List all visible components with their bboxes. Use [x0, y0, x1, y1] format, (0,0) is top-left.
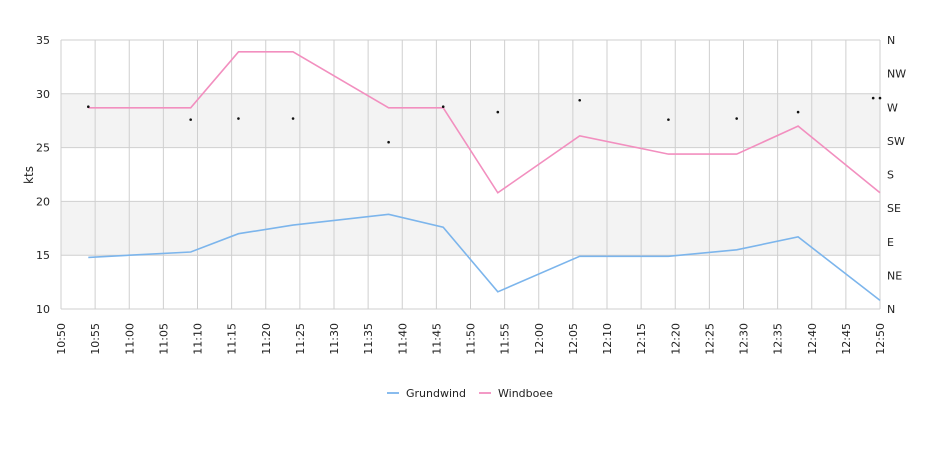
direction-marker: [441, 105, 445, 109]
right-axis-label: SE: [887, 202, 901, 215]
x-tick-label: 11:25: [294, 323, 307, 355]
x-tick-label: 10:55: [89, 323, 102, 355]
direction-marker: [871, 96, 875, 100]
x-tick-label: 12:10: [601, 323, 614, 355]
x-tick-label: 12:45: [840, 323, 853, 355]
x-tick-label: 12:20: [669, 323, 682, 355]
right-axis-label: W: [887, 101, 898, 114]
right-axis-direction-labels: N NW W SW S SE E NE N: [887, 34, 906, 316]
direction-markers: [87, 96, 882, 144]
x-tick-label: 11:35: [362, 323, 375, 355]
vertical-gridlines: [60, 40, 881, 309]
y-tick-label: 35: [36, 34, 50, 47]
x-tick-label: 11:10: [192, 323, 205, 355]
legend-label: Windboee: [498, 387, 553, 400]
y-axis-title: kts: [22, 166, 36, 184]
right-axis-label: SW: [887, 135, 905, 148]
x-axis-tick-labels: 10:50 10:55 11:00 11:05 11:10 11:15 11:20 11:25…: [55, 323, 887, 355]
y-tick-label: 25: [36, 142, 50, 155]
legend-label: Grundwind: [406, 387, 466, 400]
direction-marker: [291, 117, 295, 120]
x-tick-label: 11:20: [260, 323, 273, 355]
right-axis-label: N: [887, 303, 895, 316]
x-tick-label: 12:50: [874, 323, 887, 355]
right-axis-label: E: [887, 236, 894, 249]
series-line-grundwind: [88, 213, 881, 302]
y-tick-label: 30: [36, 88, 50, 101]
direction-marker: [87, 105, 90, 109]
x-tick-label: 11:55: [499, 323, 512, 355]
y-tick-label: 15: [36, 249, 50, 262]
x-tick-label: 12:40: [806, 323, 819, 355]
y-tick-label: 10: [36, 303, 50, 316]
x-tick-label: 12:30: [738, 323, 751, 355]
direction-marker: [237, 117, 240, 120]
x-tick-label: 11:15: [226, 323, 239, 355]
x-tick-label: 11:05: [157, 323, 170, 355]
x-tick-label: 12:35: [772, 323, 785, 355]
direction-marker: [667, 118, 670, 121]
x-tick-label: 11:00: [123, 323, 136, 355]
x-tick-label: 12:15: [635, 323, 648, 355]
direction-marker: [796, 110, 800, 114]
left-axis-tick-labels: 10 15 20 25 30 35: [36, 34, 50, 316]
series-lines: [88, 50, 881, 302]
right-axis-label: NE: [887, 269, 902, 282]
series-line-windboee: [88, 50, 881, 194]
right-axis-label: S: [887, 169, 894, 182]
x-tick-label: 12:25: [703, 323, 716, 355]
direction-marker: [735, 117, 738, 120]
x-tick-label: 11:50: [465, 323, 478, 355]
direction-marker: [189, 118, 192, 121]
right-axis-label: N: [887, 34, 895, 47]
x-tick-label: 12:00: [533, 323, 546, 355]
x-tick-label: 11:30: [328, 323, 341, 355]
y-tick-label: 20: [36, 195, 50, 208]
x-tick-label: 10:50: [55, 323, 68, 355]
direction-marker: [578, 98, 581, 102]
x-tick-label: 12:05: [567, 323, 580, 355]
x-tick-label: 11:40: [396, 323, 409, 355]
direction-marker: [387, 140, 390, 144]
direction-marker: [878, 96, 882, 100]
direction-marker: [496, 110, 500, 114]
legend[interactable]: Grundwind Windboee: [387, 387, 553, 400]
right-axis-label: NW: [887, 68, 906, 81]
horizontal-gridlines: [61, 39, 880, 310]
x-tick-label: 11:45: [430, 323, 443, 355]
